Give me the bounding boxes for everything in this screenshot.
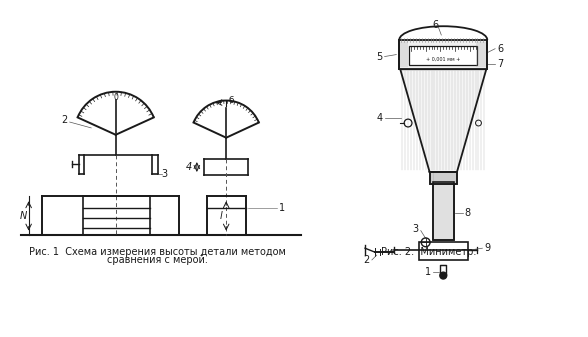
Text: 6: 6 xyxy=(432,20,439,30)
Bar xyxy=(419,242,467,260)
Text: 0: 0 xyxy=(113,93,119,101)
Bar xyxy=(430,172,457,184)
Text: 6: 6 xyxy=(497,44,503,54)
Bar xyxy=(440,265,446,275)
Bar xyxy=(399,40,487,69)
Bar xyxy=(433,182,454,240)
Circle shape xyxy=(440,272,447,279)
Text: сравнения с мерой.: сравнения с мерой. xyxy=(107,255,208,265)
Text: N: N xyxy=(20,211,28,221)
Text: + 0,001 мм +: + 0,001 мм + xyxy=(426,57,460,62)
Bar xyxy=(430,172,457,184)
Text: 3: 3 xyxy=(162,169,168,179)
Text: l: l xyxy=(220,211,223,221)
Text: 4: 4 xyxy=(186,162,192,172)
Text: 9: 9 xyxy=(485,243,490,253)
Text: 8: 8 xyxy=(465,208,471,218)
Text: б: б xyxy=(228,96,233,105)
Text: 2: 2 xyxy=(62,115,68,125)
Text: 3: 3 xyxy=(413,224,419,234)
Text: 5: 5 xyxy=(376,52,383,62)
Text: 1: 1 xyxy=(279,203,285,213)
Text: Рис. 1  Схема измерения высоты детали методом: Рис. 1 Схема измерения высоты детали мет… xyxy=(29,247,286,257)
Text: 1: 1 xyxy=(425,267,432,277)
Bar xyxy=(433,182,454,240)
Text: 7: 7 xyxy=(497,59,503,69)
Bar xyxy=(409,46,477,65)
Polygon shape xyxy=(400,69,486,172)
Text: 2: 2 xyxy=(364,255,370,265)
Text: Рис. 2.  Миниметр.: Рис. 2. Миниметр. xyxy=(381,247,476,257)
Text: 4: 4 xyxy=(376,113,383,123)
